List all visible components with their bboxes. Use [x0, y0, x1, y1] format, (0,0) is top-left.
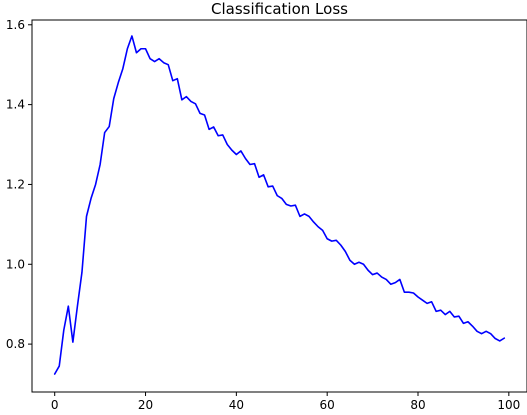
series-line [53, 35, 506, 375]
x-tick-label: 0 [51, 398, 59, 412]
x-tick-label: 40 [229, 398, 244, 412]
x-tick-label: 80 [410, 398, 425, 412]
axis-ticks: 0 20 40 60 80 100 0.8 1.0 1.2 1.4 1.6 [6, 18, 520, 412]
y-tick-label: 1.2 [6, 177, 25, 191]
y-tick-label: 1.6 [6, 18, 25, 32]
series-layer [53, 35, 506, 375]
y-tick-label: 0.8 [6, 337, 25, 351]
x-tick-label: 100 [497, 398, 520, 412]
x-tick-label: 20 [138, 398, 153, 412]
x-tick-label: 60 [320, 398, 335, 412]
chart-title: Classification Loss [211, 0, 348, 18]
y-tick-label: 1.0 [6, 257, 25, 271]
y-tick-label: 1.4 [6, 98, 25, 112]
plot-area-frame [31, 19, 527, 393]
